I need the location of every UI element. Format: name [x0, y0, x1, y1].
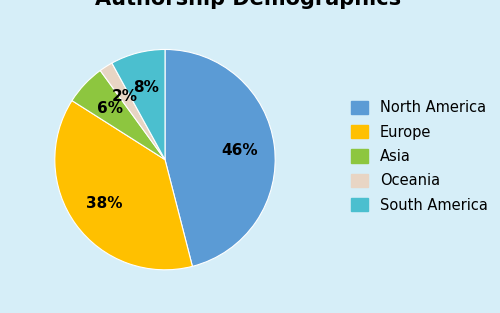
Title: Authorship Demographics: Authorship Demographics: [94, 0, 401, 9]
Text: 2%: 2%: [112, 89, 138, 104]
Text: 38%: 38%: [86, 196, 122, 211]
Text: 8%: 8%: [134, 80, 160, 95]
Wedge shape: [55, 100, 192, 270]
Wedge shape: [100, 63, 165, 160]
Wedge shape: [72, 70, 165, 160]
Text: 46%: 46%: [221, 143, 258, 158]
Legend: North America, Europe, Asia, Oceania, South America: North America, Europe, Asia, Oceania, So…: [350, 100, 488, 213]
Wedge shape: [112, 49, 165, 160]
Wedge shape: [165, 49, 275, 266]
Text: 6%: 6%: [98, 101, 124, 116]
